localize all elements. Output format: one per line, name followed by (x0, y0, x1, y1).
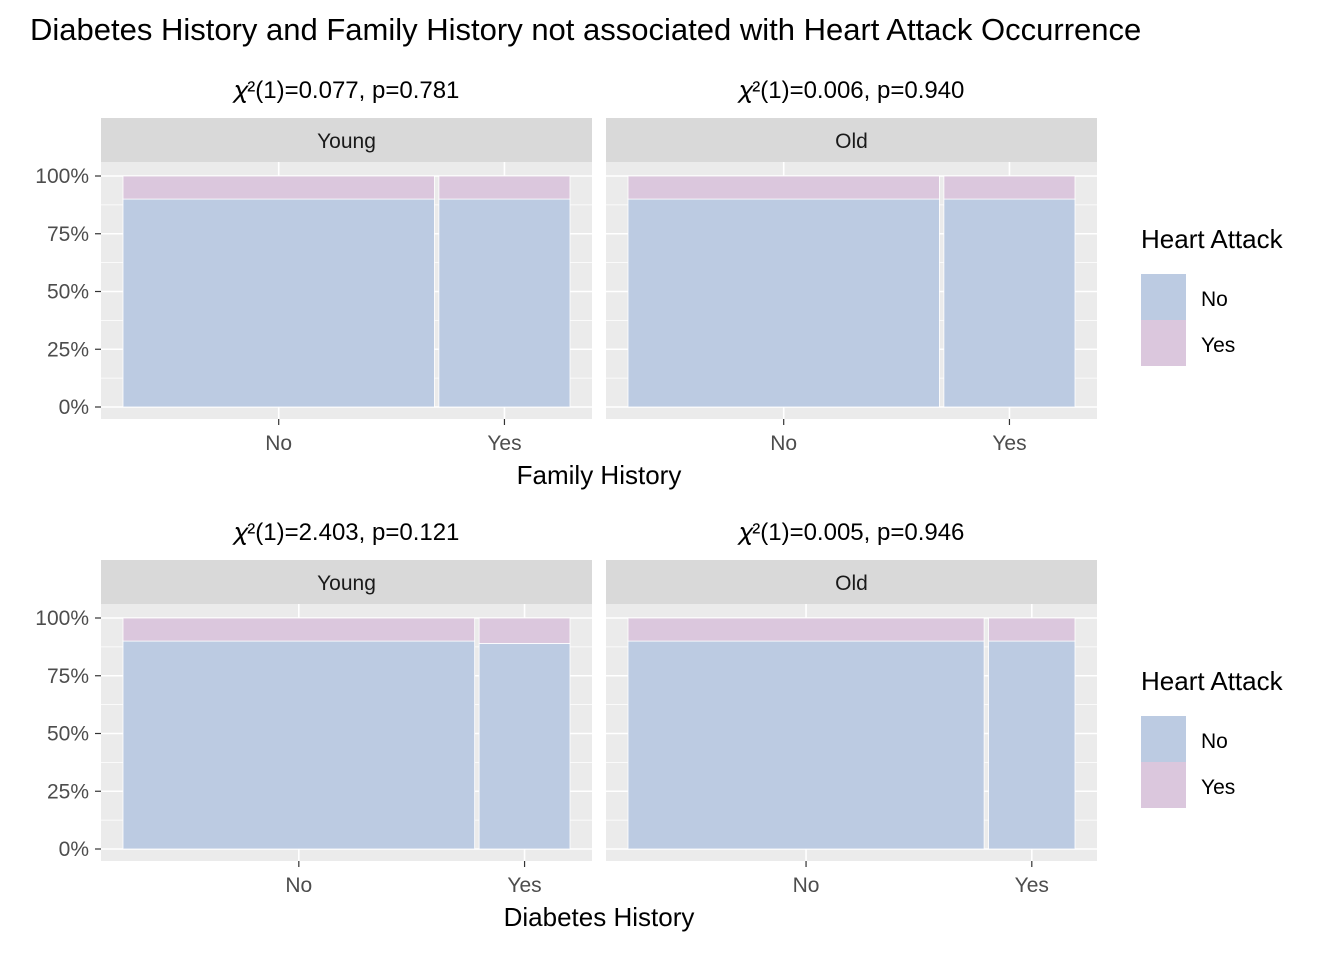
facet-panel-young: 𝜒²(1)=2.403, p=0.121 Young No Yes (101, 519, 592, 897)
facet-panel-old: 𝜒²(1)=0.006, p=0.940 Old No Yes (606, 77, 1097, 455)
bar-no-no (627, 640, 985, 850)
legend-label: Yes (1201, 334, 1235, 357)
x-tick-label: No (793, 874, 820, 897)
bar-no-no (122, 198, 435, 408)
legend: Heart Attack No Yes (1141, 666, 1284, 808)
bar-yes-yes (988, 617, 1076, 642)
x-tick-label: Yes (1015, 874, 1049, 897)
facet-subtitle: 𝜒²(1)=0.077, p=0.781 (232, 77, 460, 104)
y-tick-label: 100% (35, 165, 89, 188)
facet-strip-label: Old (835, 130, 868, 153)
facet-strip (606, 560, 1097, 604)
legend: Heart Attack No Yes (1141, 224, 1284, 366)
legend-title: Heart Attack (1141, 224, 1284, 254)
plot-area: 0% 25% 50% 75% 100% 𝜒²(1)=0.077, p=0.781 Young… (35, 77, 1283, 932)
facet-strip-label: Young (317, 572, 376, 595)
legend-label: No (1201, 288, 1228, 311)
y-tick-label: 0% (59, 838, 89, 861)
bar-no-no (122, 640, 476, 850)
y-tick-label: 50% (47, 281, 89, 304)
y-tick-label: 25% (47, 780, 89, 803)
figure-title: Diabetes History and Family History not … (30, 12, 1141, 47)
x-axis-title: Diabetes History (504, 902, 695, 932)
bar-yes-no (988, 640, 1076, 850)
facet-subtitle: 𝜒²(1)=2.403, p=0.121 (232, 519, 460, 546)
bar-no-no (627, 198, 940, 408)
legend-key-yes (1141, 762, 1186, 808)
legend-key-yes (1141, 320, 1186, 366)
facet-strip-label: Young (317, 130, 376, 153)
bar-no-yes (627, 175, 940, 200)
legend-label: Yes (1201, 776, 1235, 799)
bar-yes-no (943, 198, 1076, 408)
y-tick-label: 0% (59, 396, 89, 419)
x-tick-label: No (770, 432, 797, 455)
facet-strip-label: Old (835, 572, 868, 595)
bar-yes-yes (438, 175, 571, 200)
x-tick-label: No (265, 432, 292, 455)
facet-strip (101, 118, 592, 162)
x-tick-label: Yes (507, 874, 541, 897)
chart-row-1: 0% 25% 50% 75% 100% 𝜒²(1)=0.077, p=0.781 Young… (35, 77, 1283, 490)
bar-yes-yes (943, 175, 1076, 200)
facet-strip (606, 118, 1097, 162)
legend-key-no (1141, 274, 1186, 320)
bar-no-yes (122, 175, 435, 200)
legend-title: Heart Attack (1141, 666, 1284, 696)
bar-no-yes (122, 617, 476, 642)
y-tick-label: 25% (47, 338, 89, 361)
y-tick-label: 50% (47, 723, 89, 746)
bar-yes-no (438, 198, 571, 408)
bar-yes-no (478, 643, 571, 850)
y-tick-label: 100% (35, 607, 89, 630)
x-axis-title: Family History (517, 460, 682, 490)
x-tick-label: Yes (487, 432, 521, 455)
legend-key-no (1141, 716, 1186, 762)
y-tick-label: 75% (47, 665, 89, 688)
legend-label: No (1201, 730, 1228, 753)
x-tick-label: No (285, 874, 312, 897)
bar-yes-yes (478, 617, 571, 644)
facet-subtitle: 𝜒²(1)=0.006, p=0.940 (737, 77, 965, 104)
bar-no-yes (627, 617, 985, 642)
x-tick-label: Yes (992, 432, 1026, 455)
facet-subtitle: 𝜒²(1)=0.005, p=0.946 (737, 519, 965, 546)
y-tick-label: 75% (47, 223, 89, 246)
facet-panel-young: 𝜒²(1)=0.077, p=0.781 Young No Yes (101, 77, 592, 455)
facet-panel-old: 𝜒²(1)=0.005, p=0.946 Old No Yes (606, 519, 1097, 897)
facet-strip (101, 560, 592, 604)
chart-row-2: 0% 25% 50% 75% 100% 𝜒²(1)=2.403, p=0.121 Young… (35, 519, 1283, 932)
